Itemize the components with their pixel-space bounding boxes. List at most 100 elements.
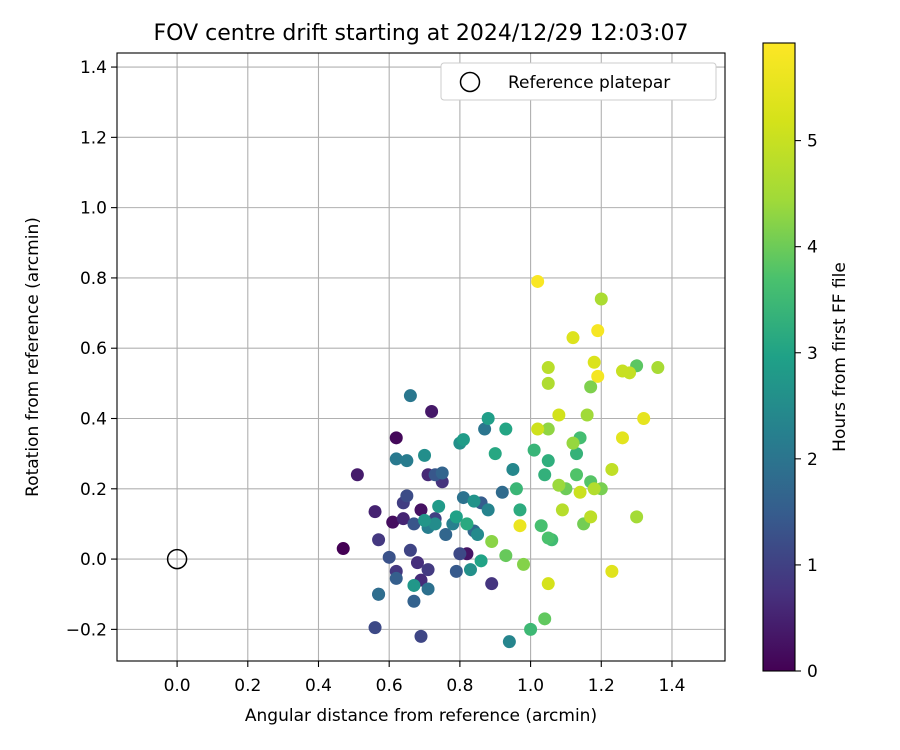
data-point	[432, 499, 446, 513]
data-point	[587, 355, 601, 369]
legend-reference-label: Reference platepar	[508, 73, 670, 93]
data-point	[396, 512, 410, 526]
data-point	[386, 515, 400, 529]
data-point	[552, 478, 566, 492]
data-point	[541, 361, 555, 375]
data-point	[389, 452, 403, 466]
data-point	[435, 466, 449, 480]
colorbar-label: Hours from first FF file	[830, 262, 850, 452]
data-point	[552, 408, 566, 422]
data-point	[615, 431, 629, 445]
x-tick-label: 0.0	[164, 676, 191, 696]
plot-frame	[116, 52, 726, 662]
data-point	[418, 448, 432, 462]
data-point	[615, 364, 629, 378]
x-axis-ticks: 0.0 0.2 0.4 0.6 0.8 1.0 1.2 1.4	[164, 661, 686, 696]
colorbar-ticks: 0 1 2 3 4 5	[795, 132, 818, 682]
data-point	[541, 454, 555, 468]
data-point	[531, 274, 545, 288]
data-point	[372, 587, 386, 601]
data-point	[591, 369, 605, 383]
colorbar-tick-label: 1	[807, 556, 818, 576]
y-tick-label: 0.8	[80, 269, 107, 289]
data-point	[425, 404, 439, 418]
y-tick-label: 0.6	[80, 339, 107, 359]
data-point	[509, 482, 523, 496]
data-point	[336, 542, 350, 556]
data-point	[481, 412, 495, 426]
reference-platepar-marker	[166, 548, 188, 570]
data-point	[474, 554, 488, 568]
y-tick-label: 0.4	[80, 410, 107, 430]
colorbar-gradient	[762, 42, 796, 672]
y-tick-label: −0.2	[66, 620, 107, 640]
y-tick-label: 1.2	[80, 128, 107, 148]
data-point	[350, 468, 364, 482]
data-point	[591, 324, 605, 338]
data-point	[541, 422, 555, 436]
data-point	[421, 563, 435, 577]
data-point	[372, 533, 386, 547]
y-tick-label: 1.4	[80, 58, 107, 78]
data-point	[407, 594, 421, 608]
data-point	[414, 629, 428, 643]
colorbar-tick-label: 5	[807, 132, 818, 152]
data-point	[439, 527, 453, 541]
data-point	[407, 517, 421, 531]
data-point	[573, 485, 587, 499]
y-tick-label: 0.0	[80, 550, 107, 570]
data-point	[570, 468, 584, 482]
x-tick-label: 0.8	[446, 676, 473, 696]
data-point	[463, 563, 477, 577]
data-point	[481, 503, 495, 517]
data-point	[428, 517, 442, 531]
data-point	[467, 494, 481, 508]
data-point	[456, 433, 470, 447]
data-point	[453, 547, 467, 561]
data-point	[400, 489, 414, 503]
data-point	[403, 389, 417, 403]
data-point	[630, 510, 644, 524]
data-point	[499, 549, 513, 563]
data-point	[478, 422, 492, 436]
data-point	[594, 292, 608, 306]
legend: Reference platepar	[440, 62, 717, 101]
data-point	[534, 519, 548, 533]
y-tick-label: 0.2	[80, 480, 107, 500]
data-point	[410, 556, 424, 570]
data-point	[407, 578, 421, 592]
data-point	[637, 412, 651, 426]
colorbar-tick-label: 0	[807, 662, 818, 682]
data-point	[485, 535, 499, 549]
data-point	[555, 503, 569, 517]
data-point	[506, 462, 520, 476]
x-tick-label: 0.4	[305, 676, 332, 696]
x-tick-label: 1.2	[588, 676, 615, 696]
data-point	[541, 577, 555, 591]
x-tick-label: 1.4	[658, 676, 685, 696]
y-axis-label: Rotation from reference (arcmin)	[23, 217, 43, 497]
x-tick-label: 0.6	[376, 676, 403, 696]
data-point	[488, 447, 502, 461]
colorbar-tick-label: 3	[807, 344, 818, 364]
colorbar: 0 1 2 3 4 5 Hours from first FF file	[762, 42, 850, 682]
data-point	[456, 491, 470, 505]
colorbar-tick-label: 4	[807, 238, 818, 258]
data-point	[485, 577, 499, 591]
data-point	[524, 622, 538, 636]
data-point	[449, 510, 463, 524]
data-point	[414, 503, 428, 517]
legend-reference-marker	[459, 71, 481, 93]
x-tick-label: 0.2	[234, 676, 261, 696]
data-point	[538, 468, 552, 482]
x-tick-label: 1.0	[517, 676, 544, 696]
data-point	[421, 582, 435, 596]
data-point	[368, 621, 382, 635]
data-point	[584, 380, 598, 394]
y-axis-ticks: −0.2 0.0 0.2 0.4 0.6 0.8 1.0 1.2 1.4	[66, 58, 117, 640]
data-point	[566, 436, 580, 450]
data-point	[527, 443, 541, 457]
legend-box	[440, 62, 717, 101]
data-point	[605, 462, 619, 476]
